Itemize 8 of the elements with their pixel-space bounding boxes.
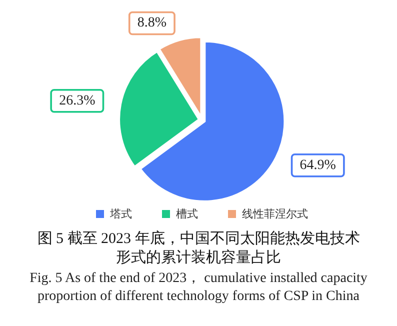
text: Fig. 5 As of the end of 2023， cumulative installed capacity proportion of different technology forms of CSP in China: [28, 270, 368, 306]
text: 图 5 截至 2023 年底，中国不同太阳能热发电技术形式的累计装机容量占比: [36, 230, 361, 268]
legend-label: 塔式: [109, 208, 132, 220]
legend-label: 槽式: [176, 208, 198, 220]
legend-label: 线性菲涅尔式: [242, 208, 308, 220]
data-label: 26.3%: [59, 93, 96, 108]
data-label: 8.8%: [137, 16, 167, 31]
data-label: 64.9%: [300, 158, 336, 173]
